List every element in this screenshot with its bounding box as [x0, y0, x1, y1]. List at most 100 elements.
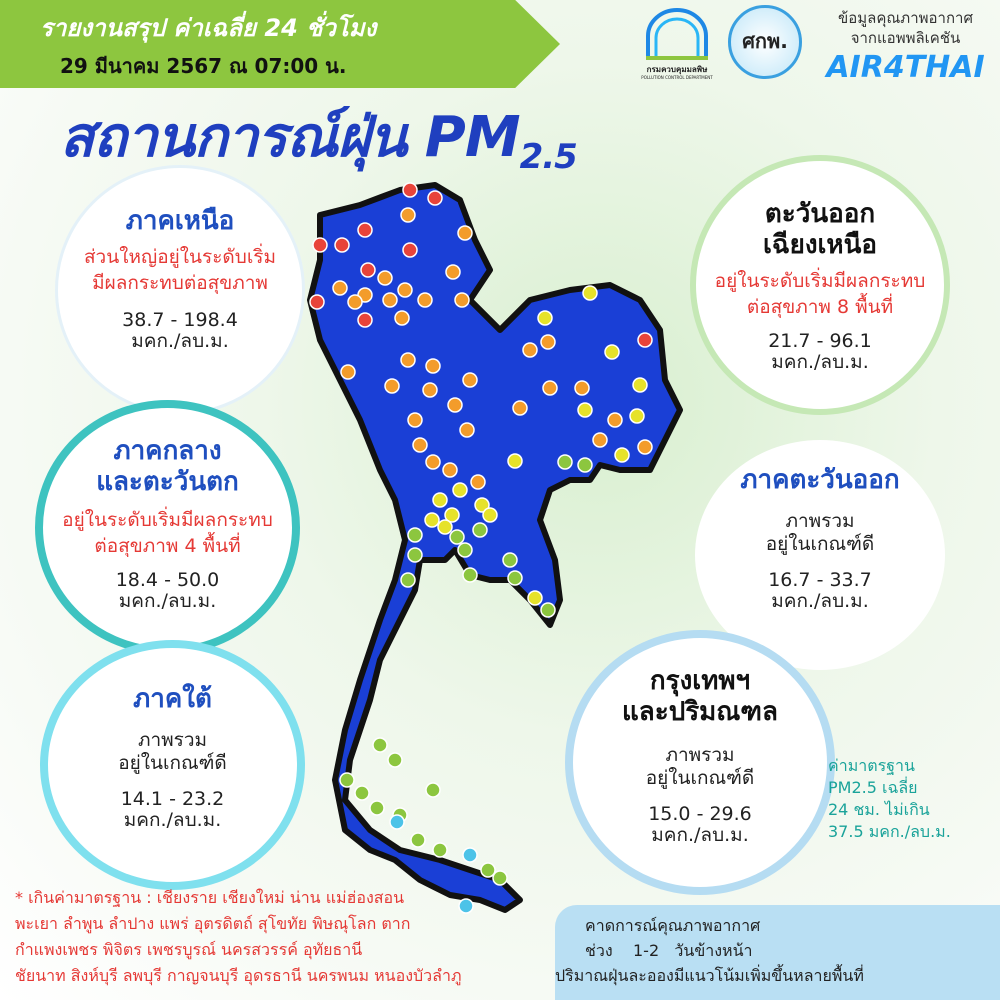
main-title-text: สถานการณ์ฝุ่น PM [60, 105, 521, 170]
bangkok-range: 15.0 - 29.6 [648, 802, 752, 825]
station-dot [444, 507, 460, 523]
south-status-1: ภาพรวม [137, 729, 208, 752]
station-dot [457, 542, 473, 558]
station-dot [480, 862, 496, 878]
station-dot [400, 572, 416, 588]
station-dot [447, 397, 463, 413]
station-dot [629, 408, 645, 424]
exceed-list: * เกินค่ามาตรฐาน : เชียงราย เชียงใหม่ น่… [15, 885, 462, 989]
bangkok-unit: มคก./ลบ.ม. [651, 823, 749, 846]
station-dot [357, 312, 373, 328]
station-dot [372, 737, 388, 753]
station-dot [334, 237, 350, 253]
east-status-2: อยู่ในเกณฑ์ดี [765, 532, 875, 555]
north-region-card: ภาคเหนือ ส่วนใหญ่อยู่ในระดับเริ่ม มีผลกร… [55, 165, 305, 415]
south-status-2: อยู่ในเกณฑ์ดี [118, 751, 227, 774]
north-status-2: มีผลกระทบต่อสุขภาพ [92, 271, 268, 294]
bangkok-status-1: ภาพรวม [665, 744, 735, 767]
station-dot [360, 262, 376, 278]
station-dot [632, 377, 648, 393]
bangkok-title-1: กรุงเทพฯ [649, 666, 751, 696]
exceed-line-3: กำแพงเพชร พิจิตร เพชรบูรณ์ นครสวรรค์ อุท… [15, 940, 363, 959]
exceed-line-1: * เกินค่ามาตรฐาน : เชียงราย เชียงใหม่ น่… [15, 888, 405, 907]
station-dot [400, 207, 416, 223]
station-dot [347, 294, 363, 310]
app-source: ข้อมูลคุณภาพอากาศ จากแอพพลิเคชัน AIR4THA… [818, 8, 993, 88]
station-dot [369, 800, 385, 816]
station-dot [417, 292, 433, 308]
standard-note: ค่ามาตรฐาน PM2.5 เฉลี่ย 24 ชม. ไม่เกิน 3… [828, 755, 951, 843]
station-dot [332, 280, 348, 296]
station-dot [309, 294, 325, 310]
standard-line-2: PM2.5 เฉลี่ย [828, 778, 918, 797]
pcd-logo-en: POLLUTION CONTROL DEPARTMENT [641, 75, 713, 80]
station-dot [472, 522, 488, 538]
station-dot [502, 552, 518, 568]
station-dot [425, 454, 441, 470]
station-dot [437, 519, 453, 535]
station-dot [492, 870, 508, 886]
east-range: 16.7 - 33.7 [768, 568, 872, 591]
station-dot [445, 264, 461, 280]
station-dot [462, 372, 478, 388]
station-dot [522, 342, 538, 358]
northeast-title-2: เฉียงเหนือ [763, 230, 877, 261]
station-dot [540, 334, 556, 350]
central-title-1: ภาคกลาง [113, 436, 222, 466]
exceed-line-2: พะเยา ลำพูน ลำปาง แพร่ อุตรดิตถ์ สุโขทัย… [15, 914, 411, 933]
south-region-card: ภาคใต้ ภาพรวม อยู่ในเกณฑ์ดี 14.1 - 23.2 … [40, 640, 305, 890]
station-dot [407, 547, 423, 563]
station-dot [592, 432, 608, 448]
central-status-1: อยู่ในระดับเริ่มมีผลกระทบ [62, 509, 273, 532]
bangkok-region-card: กรุงเทพฯ และปริมณฑล ภาพรวม อยู่ในเกณฑ์ดี… [565, 630, 835, 895]
main-title: สถานการณ์ฝุ่น PM2.5 [60, 92, 578, 181]
station-dot [397, 282, 413, 298]
station-dot [454, 292, 470, 308]
station-dot [474, 497, 490, 513]
station-dot [458, 898, 474, 914]
central-range: 18.4 - 50.0 [115, 568, 220, 591]
bangkok-title-2: และปริมณฑล [622, 697, 778, 728]
east-title: ภาคตะวันออก [740, 465, 900, 495]
station-dot [400, 352, 416, 368]
app-source-line1: ข้อมูลคุณภาพอากาศ [838, 9, 973, 27]
northeast-status-2: ต่อสุขภาพ 8 พื้นที่ [746, 296, 894, 319]
station-dot [462, 567, 478, 583]
station-dot [582, 285, 598, 301]
station-dot [457, 225, 473, 241]
station-dot [470, 474, 486, 490]
station-dot [537, 310, 553, 326]
station-dot [507, 453, 523, 469]
station-dot [442, 462, 458, 478]
central-status-2: ต่อสุขภาพ 4 พื้นที่ [94, 535, 241, 558]
station-dot [637, 332, 653, 348]
station-dot [540, 602, 556, 618]
station-dot [354, 785, 370, 801]
bangkok-status-2: อยู่ในเกณฑ์ดี [645, 767, 755, 790]
station-dot [387, 752, 403, 768]
station-dot [604, 344, 620, 360]
northeast-title-1: ตะวันออก [764, 199, 876, 229]
station-dot [407, 412, 423, 428]
pcd-logo-text: กรมควบคุมมลพิษ [647, 65, 708, 75]
station-dot [424, 512, 440, 528]
south-unit: มคก./ลบ.ม. [123, 808, 222, 831]
air4thai-logo: AIR4THAI [826, 50, 985, 85]
south-title: ภาคใต้ [133, 684, 212, 714]
station-dot [482, 507, 498, 523]
exceed-line-4: ชัยนาท สิงห์บุรี ลพบุรี กาญจนบุรี อุดรธา… [15, 966, 462, 985]
south-range: 14.1 - 23.2 [120, 787, 225, 810]
station-dot [512, 400, 528, 416]
station-dot [425, 358, 441, 374]
station-dot [577, 402, 593, 418]
station-dot [357, 222, 373, 238]
station-dot [542, 380, 558, 396]
station-dot [410, 832, 426, 848]
station-dot [389, 814, 405, 830]
station-dot [637, 439, 653, 455]
report-title: รายงานสรุป ค่าเฉลี่ย 24 ชั่วโมง [40, 14, 377, 42]
north-status-1: ส่วนใหญ่อยู่ในระดับเริ่ม [83, 246, 277, 269]
station-dot [312, 237, 328, 253]
forecast-line-2: ช่วง 1-2 วันข้างหน้า [585, 941, 753, 960]
